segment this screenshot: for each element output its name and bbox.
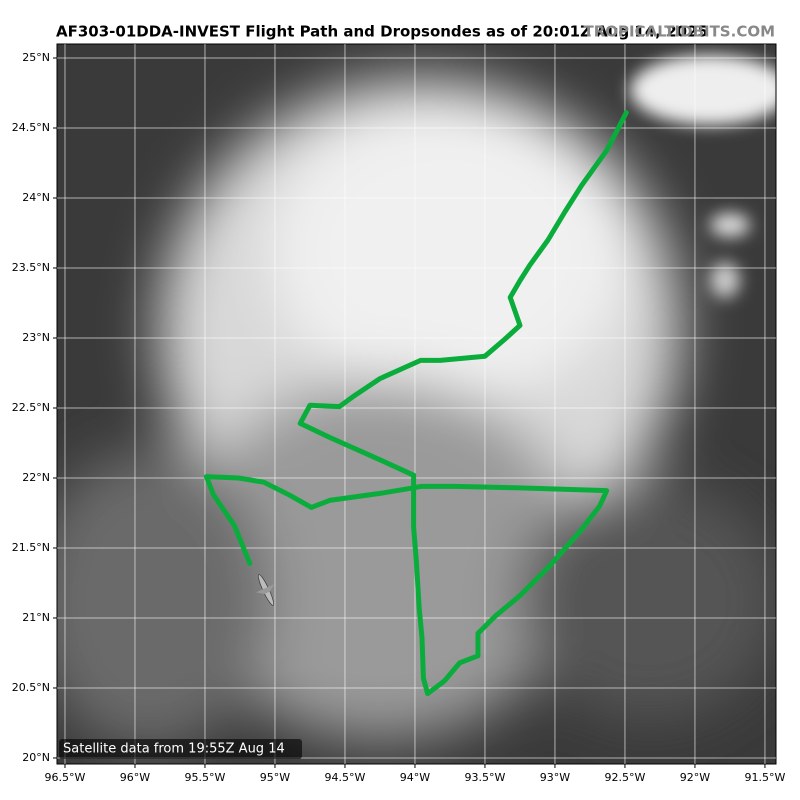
y-tick-label: 20°N (22, 751, 50, 764)
x-tick-label: 93°W (540, 771, 570, 784)
x-tick-label: 92.5°W (605, 771, 646, 784)
aircraft-icon (256, 574, 275, 606)
x-tick-label: 95°W (260, 771, 290, 784)
x-tick-label: 91.5°W (745, 771, 786, 784)
x-tick-label: 93.5°W (465, 771, 506, 784)
flight-path (203, 110, 629, 697)
x-tick-label: 92°W (680, 771, 710, 784)
y-tick-label: 22.5°N (12, 401, 50, 414)
y-tick-label: 25°N (22, 51, 50, 64)
y-tick-label: 23°N (22, 331, 50, 344)
y-tick-label: 22°N (22, 471, 50, 484)
y-tick-label: 21°N (22, 611, 50, 624)
x-tick-label: 95.5°W (185, 771, 226, 784)
x-tick-label: 94.5°W (325, 771, 366, 784)
y-tick-label: 20.5°N (12, 681, 50, 694)
y-tick-label: 24°N (22, 191, 50, 204)
annotation-box (59, 739, 302, 759)
chart-title: AF303-01DDA-INVEST Flight Path and Drops… (56, 23, 708, 41)
watermark: TROPICALTIDBITS.COM (584, 23, 776, 41)
x-tick-label: 94°W (400, 771, 430, 784)
y-tick-label: 23.5°N (12, 261, 50, 274)
annotation: Satellite data from 19:55Z Aug 14 (63, 742, 285, 757)
y-tick-label: 21.5°N (12, 541, 50, 554)
x-tick-label: 96.5°W (45, 771, 86, 784)
satellite-image (57, 44, 776, 764)
y-tick-label: 24.5°N (12, 121, 50, 134)
x-tick-label: 96°W (120, 771, 150, 784)
plot-frame (56, 43, 777, 765)
